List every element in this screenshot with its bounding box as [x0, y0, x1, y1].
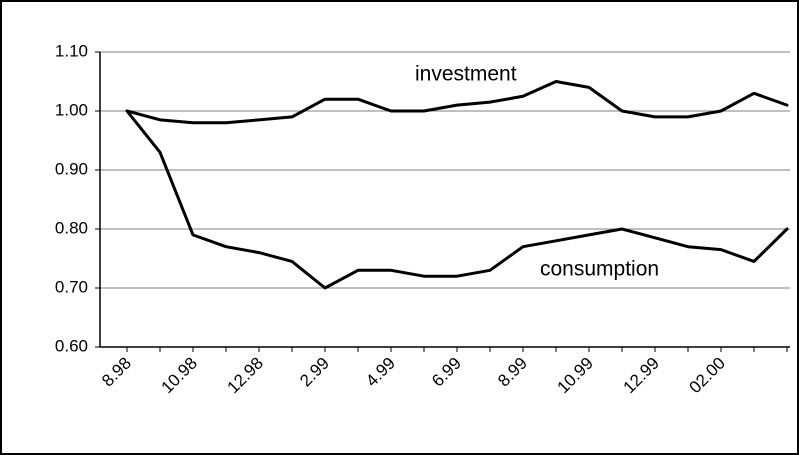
y-tick-label: 0.70 [55, 277, 88, 296]
series-label: consumption [540, 258, 659, 281]
y-tick-label: 1.10 [55, 41, 88, 60]
series-line [125, 80, 789, 125]
y-tick-label: 0.90 [55, 159, 88, 178]
y-tick-label: 0.80 [55, 218, 88, 237]
series-line [125, 109, 789, 290]
y-tick-label: 0.60 [55, 336, 88, 355]
y-tick-label: 1.00 [55, 100, 88, 119]
series-label: investment [415, 63, 517, 86]
